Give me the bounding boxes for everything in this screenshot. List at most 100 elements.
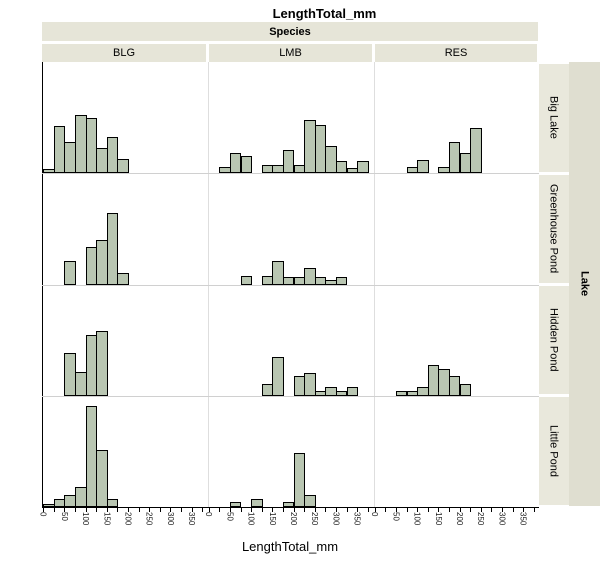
- x-tick-label: 100: [246, 512, 256, 526]
- x-axis-label: LengthTotal_mm: [241, 539, 339, 554]
- x-tick-label: 350: [352, 512, 362, 526]
- x-tick: [272, 507, 274, 512]
- histogram-bar[interactable]: [335, 276, 348, 285]
- x-tick: [202, 507, 204, 512]
- histogram-bar[interactable]: [417, 160, 429, 173]
- x-tick-label: 100: [412, 512, 422, 526]
- x-tick: [117, 507, 119, 512]
- histogram-bar[interactable]: [304, 372, 316, 396]
- histogram-bar[interactable]: [357, 161, 369, 173]
- x-tick-label: 250: [310, 512, 320, 526]
- row-strip-cell-greenhouse-pond: Greenhouse Pond: [538, 174, 569, 283]
- x-tick: [533, 507, 535, 512]
- x-tick: [85, 507, 87, 512]
- histogram-bar[interactable]: [325, 146, 337, 173]
- x-tick: [523, 507, 525, 512]
- x-tick-label: 50: [59, 512, 69, 521]
- x-tick: [43, 507, 45, 512]
- histogram-bar[interactable]: [293, 452, 306, 507]
- species-strip-header: Species: [42, 22, 538, 41]
- histogram-bar[interactable]: [96, 330, 108, 396]
- x-tick: [374, 507, 376, 512]
- x-tick: [229, 507, 231, 512]
- x-tick: [346, 507, 348, 512]
- x-tick-label: 0: [370, 512, 380, 517]
- histogram-bar[interactable]: [346, 386, 359, 396]
- x-tick: [335, 507, 337, 512]
- x-tick: [159, 507, 161, 512]
- x-tick: [261, 507, 263, 512]
- chart-title: LengthTotal_mm: [272, 6, 377, 21]
- x-tick: [149, 507, 151, 512]
- x-tick-label: 250: [476, 512, 486, 526]
- x-tick: [501, 507, 503, 512]
- x-tick: [357, 507, 359, 512]
- column-strip-cell-res: RES: [375, 44, 537, 62]
- x-tick: [367, 507, 369, 512]
- x-tick: [251, 507, 253, 512]
- histogram-bar[interactable]: [272, 260, 284, 285]
- histogram-bar[interactable]: [229, 501, 242, 507]
- x-tick-label: 50: [391, 512, 401, 521]
- x-tick-label: 150: [433, 512, 443, 526]
- histogram-bar[interactable]: [470, 128, 482, 173]
- x-tick: [491, 507, 493, 512]
- x-tick: [512, 507, 514, 512]
- x-tick: [240, 507, 242, 512]
- x-tick: [106, 507, 108, 512]
- column-strip-cell-lmb: LMB: [209, 44, 372, 62]
- histogram-bar[interactable]: [272, 356, 284, 396]
- x-tick: [406, 507, 408, 512]
- x-tick: [138, 507, 140, 512]
- histogram-bar[interactable]: [240, 275, 253, 285]
- species-strip-label: Species: [269, 25, 311, 38]
- x-tick-label: 0: [38, 512, 48, 517]
- x-tick-label: 250: [144, 512, 154, 526]
- histogram-bar[interactable]: [240, 156, 253, 173]
- histogram-bar[interactable]: [106, 498, 119, 507]
- x-tick-label: 100: [81, 512, 91, 526]
- histogram-bar[interactable]: [335, 161, 348, 173]
- x-tick: [480, 507, 482, 512]
- y-axis-spine: [42, 62, 43, 507]
- histogram-bar[interactable]: [106, 137, 119, 173]
- x-axis-line: [42, 506, 539, 508]
- row-gridline: [42, 284, 539, 286]
- histogram-bar[interactable]: [64, 260, 76, 285]
- histogram-bar[interactable]: [85, 118, 98, 173]
- x-tick-label: 300: [165, 512, 175, 526]
- row-strip-cell-hidden-pond: Hidden Pond: [538, 286, 569, 394]
- x-tick-label: 350: [518, 512, 528, 526]
- x-tick: [395, 507, 397, 512]
- x-tick: [181, 507, 182, 512]
- column-divider: [373, 62, 375, 507]
- x-tick: [208, 507, 210, 512]
- histogram-bar[interactable]: [117, 272, 129, 285]
- x-tick: [293, 507, 295, 512]
- histogram-bar[interactable]: [251, 498, 263, 507]
- histogram-bar[interactable]: [459, 383, 472, 396]
- column-divider: [207, 62, 209, 507]
- x-tick: [427, 507, 429, 512]
- x-tick-label: 200: [123, 512, 133, 526]
- histogram-bar[interactable]: [117, 159, 129, 173]
- row-gridline: [42, 395, 539, 397]
- x-tick-label: 150: [102, 512, 112, 526]
- row-strip-label: Hidden Pond: [547, 308, 560, 372]
- x-tick-label: 200: [289, 512, 298, 526]
- x-tick: [191, 507, 193, 512]
- row-strip-label: Big Lake: [547, 96, 560, 139]
- x-tick: [385, 507, 387, 512]
- row-strip-label: Little Pond: [547, 425, 560, 477]
- x-tick: [75, 507, 76, 512]
- histogram-bar[interactable]: [106, 212, 119, 285]
- lake-strip-label: Lake: [578, 271, 591, 297]
- histogram-bar[interactable]: [304, 267, 316, 285]
- row-strip-cell-little-pond: Little Pond: [538, 397, 569, 505]
- x-tick: [304, 507, 306, 512]
- histogram-bar[interactable]: [304, 494, 316, 507]
- histogram-bar[interactable]: [96, 449, 108, 507]
- x-tick: [438, 507, 440, 512]
- histogram-bar[interactable]: [282, 150, 295, 173]
